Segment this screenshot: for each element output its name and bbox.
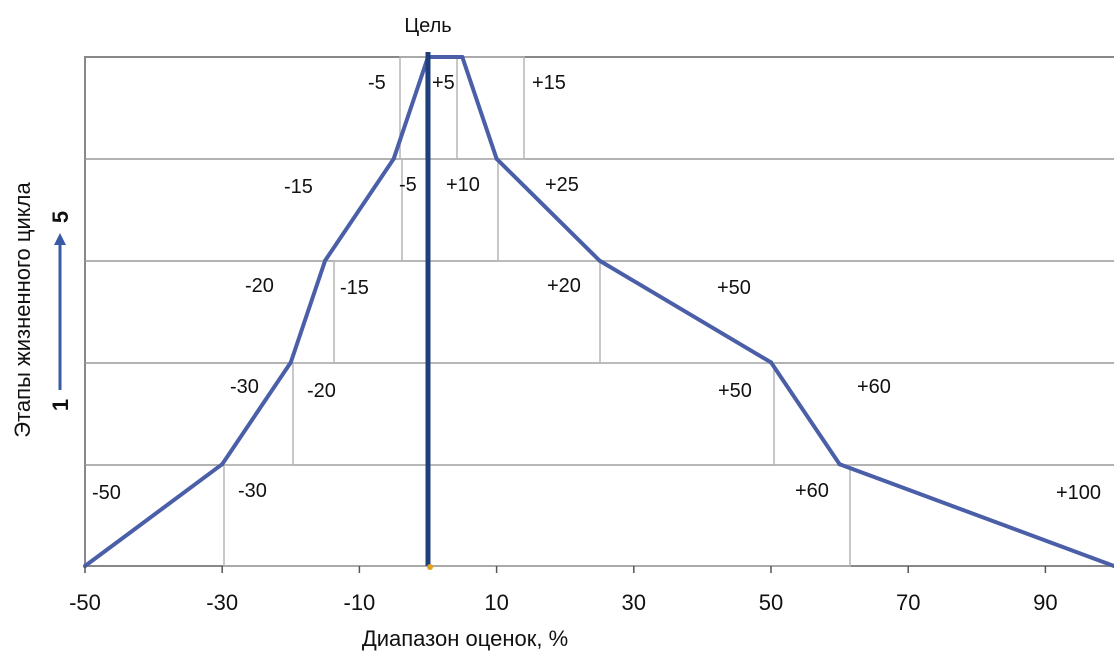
band-label-stage4-right-outer: +25 [545, 174, 579, 196]
band-label-stage5-right-inner: +5 [432, 72, 455, 94]
series-point-0-10 [837, 462, 842, 467]
y-axis-title-group: Этапы жизненного цикла [10, 182, 35, 438]
y-axis-title: Этапы жизненного цикла [10, 182, 35, 438]
series-point-0-9 [769, 360, 773, 365]
band-label-stage4-left-outer: -15 [284, 176, 313, 198]
x-tick-label-5: 50 [759, 590, 783, 615]
band-label-stage4-right-inner: +10 [446, 174, 480, 196]
series-line-0 [83, 55, 1114, 568]
y-range-start: 1 [48, 399, 73, 411]
band-label-stage3-right-outer: +50 [717, 277, 751, 299]
series-point-0-8 [597, 258, 602, 263]
y-range-end: 5 [48, 211, 73, 223]
band-label-stage2-left-outer: -30 [230, 376, 259, 398]
x-tick-label-2: -10 [344, 590, 376, 615]
x-tick-label-3: 10 [484, 590, 508, 615]
x-tick-label-7: 90 [1033, 590, 1057, 615]
x-tick-label-6: 70 [896, 590, 920, 615]
x-axis-title: Диапазон оценок, % [362, 626, 568, 651]
x-tick-label-4: 30 [622, 590, 646, 615]
x-tick-label-1: -30 [206, 590, 238, 615]
band-box-stage-4 [401, 158, 499, 262]
band-label-stage2-right-inner: +50 [718, 380, 752, 402]
target-label: Цель [404, 15, 451, 37]
series-point-0-1 [220, 462, 225, 467]
band-label-stage3-right-inner: +20 [547, 275, 581, 297]
series-point-0-4 [391, 156, 396, 161]
band-label-stage1-left-outer: -50 [92, 482, 121, 504]
band-label-stage5-right-outer: +15 [532, 72, 566, 94]
band-box-stage-5-right [456, 56, 525, 160]
target-base-marker [427, 564, 433, 570]
band-label-stage4-left-inner: -5 [399, 174, 417, 196]
y-range-indicator: 1 5 [48, 211, 73, 411]
band-label-stage1-left-inner: -30 [238, 480, 267, 502]
band-label-stage2-right-outer: +60 [857, 376, 891, 398]
band-label-stage1-right-outer: +100 [1056, 482, 1101, 504]
band-labels: -5 +5 +15 -15 -5 +10 +25 -20 -15 +20 +50… [92, 72, 1101, 504]
band-box-stage-1 [223, 464, 851, 567]
x-tick-label-0: -50 [69, 590, 101, 615]
band-label-stage3-left-outer: -20 [245, 275, 274, 297]
band-boxes [223, 56, 851, 567]
band-label-stage3-left-inner: -15 [340, 277, 369, 299]
series-point-0-7 [494, 156, 499, 161]
band-label-stage1-right-inner: +60 [795, 480, 829, 502]
band-box-stage-2 [292, 362, 775, 466]
x-axis-ticks: -50 -30 -10 10 30 50 70 90 [69, 566, 1058, 615]
y-range-arrow-head [54, 233, 66, 245]
band-label-stage2-left-inner: -20 [307, 380, 336, 402]
band-label-stage5-left-outer: -5 [368, 72, 386, 94]
series-point-0-6 [460, 55, 465, 59]
series-layer [83, 55, 1114, 568]
series-point-0-3 [323, 258, 328, 263]
series-point-0-2 [288, 360, 293, 365]
